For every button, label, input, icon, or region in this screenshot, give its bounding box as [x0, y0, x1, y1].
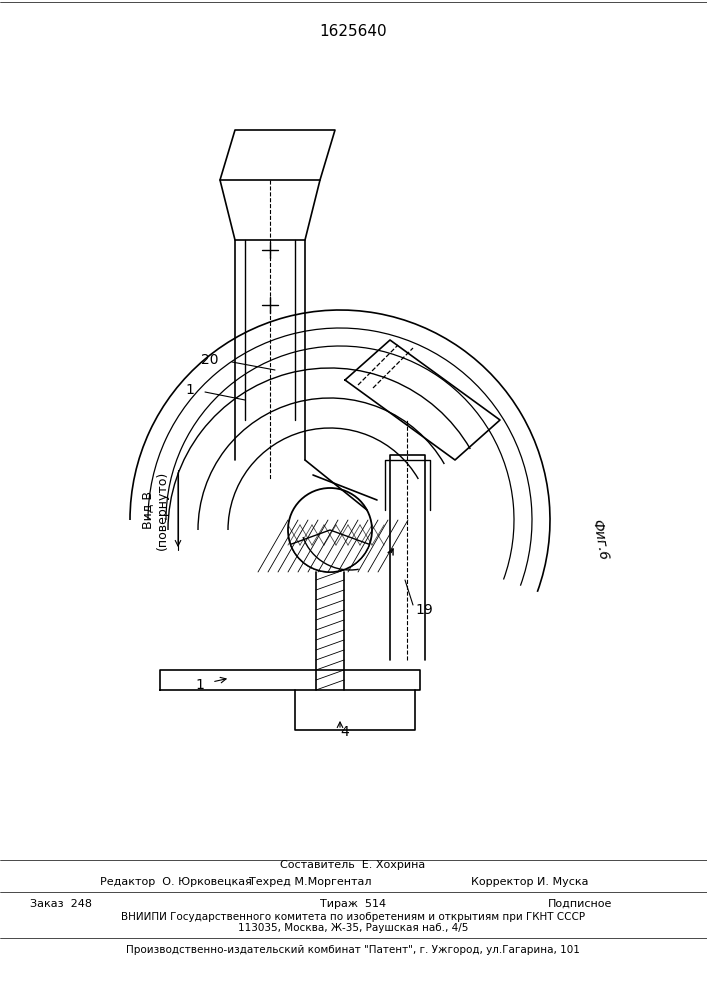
Text: Техред М.Моргентал: Техред М.Моргентал	[249, 877, 371, 887]
Text: 19: 19	[415, 603, 433, 617]
Text: 1: 1	[196, 678, 204, 692]
Text: ВНИИПИ Государственного комитета по изобретениям и открытиям при ГКНТ СССР: ВНИИПИ Государственного комитета по изоб…	[121, 912, 585, 922]
Text: 4: 4	[341, 725, 349, 739]
Text: Редактор  О. Юрковецкая: Редактор О. Юрковецкая	[100, 877, 252, 887]
Wedge shape	[291, 530, 370, 572]
Text: Подписное: Подписное	[548, 899, 612, 909]
Text: 1625640: 1625640	[319, 24, 387, 39]
Text: Тираж  514: Тираж 514	[320, 899, 386, 909]
Text: 113035, Москва, Ж-35, Раушская наб., 4/5: 113035, Москва, Ж-35, Раушская наб., 4/5	[238, 923, 468, 933]
Text: Производственно-издательский комбинат "Патент", г. Ужгород, ул.Гагарина, 101: Производственно-издательский комбинат "П…	[126, 945, 580, 955]
Text: Фиг.6: Фиг.6	[590, 518, 611, 562]
Text: 20: 20	[201, 353, 218, 367]
Text: Составитель  Е. Хохрина: Составитель Е. Хохрина	[281, 860, 426, 870]
Text: Корректор И. Муска: Корректор И. Муска	[472, 877, 589, 887]
Text: 1: 1	[185, 383, 194, 397]
Text: Заказ  248: Заказ 248	[30, 899, 92, 909]
Text: Вид В
(повернуто): Вид В (повернуто)	[141, 470, 169, 550]
